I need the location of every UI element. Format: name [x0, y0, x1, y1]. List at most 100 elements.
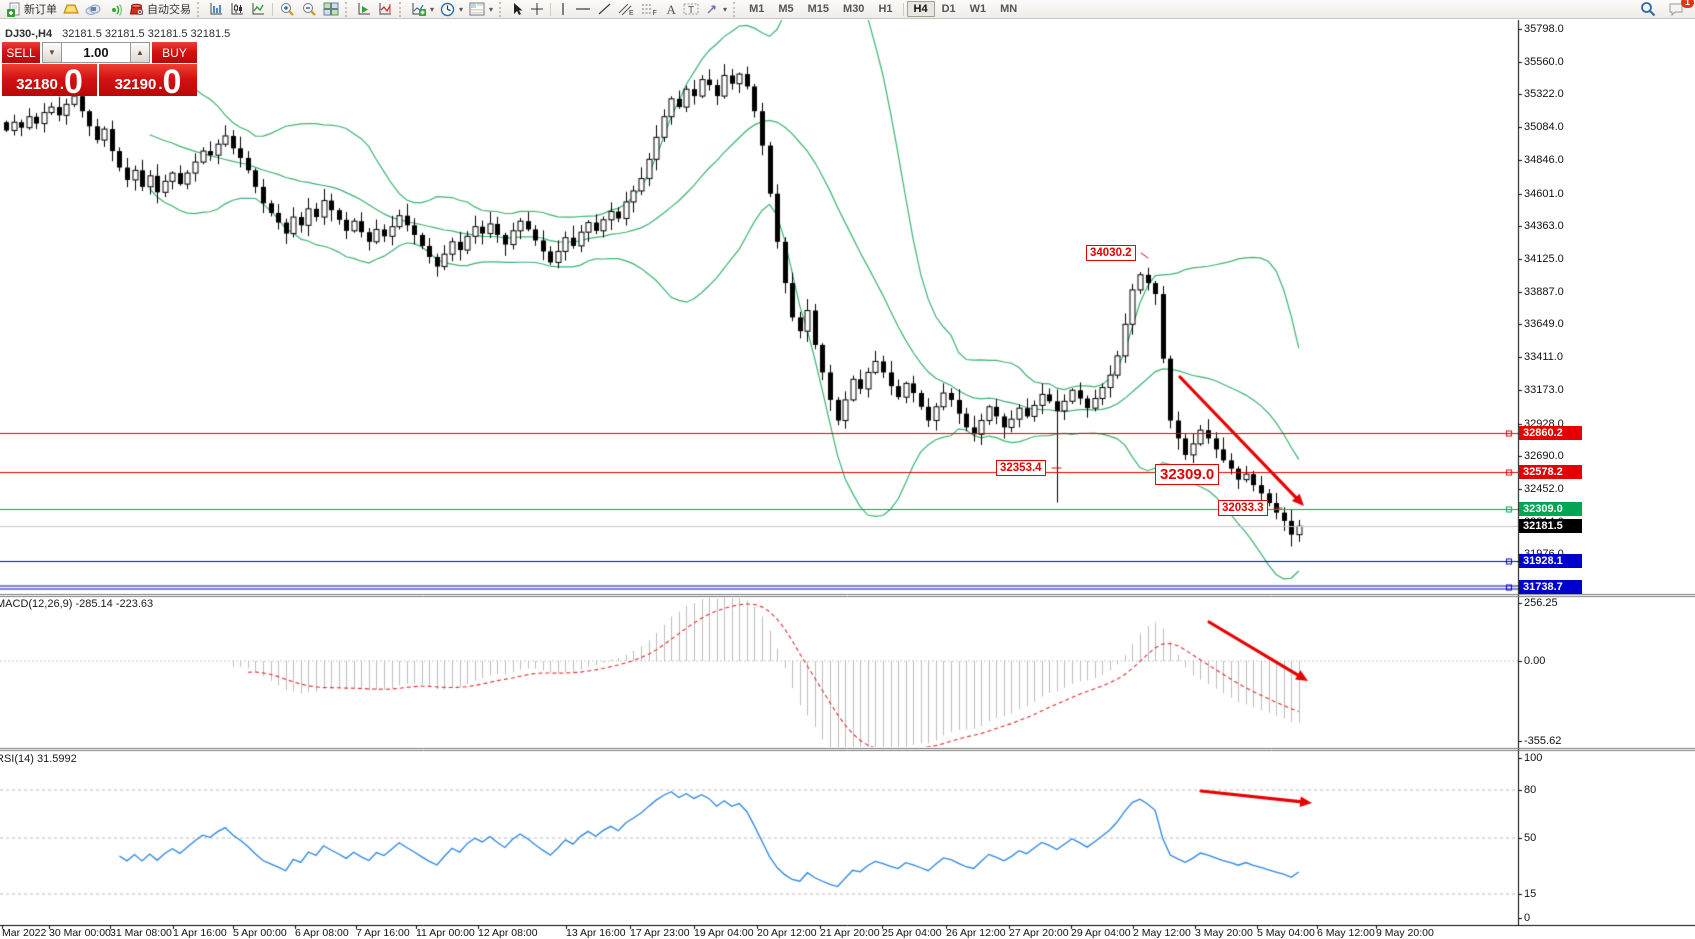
price-annotation[interactable]: 32033.3 — [1218, 500, 1268, 516]
tab-timeframe-m5[interactable]: M5 — [778, 3, 794, 15]
zoom-in-icon — [281, 2, 294, 16]
price-tick-label: 34846.0 — [1524, 153, 1564, 166]
equidistant-channel-tool-button[interactable]: E — [615, 1, 638, 18]
new-order-button[interactable]: 新订单 — [3, 1, 60, 18]
tab-timeframe-w1[interactable]: W1 — [969, 3, 987, 15]
indicators-button[interactable]: ▾ — [408, 1, 437, 18]
deposit-button[interactable] — [60, 1, 82, 18]
trendline-icon — [598, 3, 611, 15]
sell-price-display[interactable]: 32180. 0 — [2, 64, 97, 96]
tab-timeframe-h1[interactable]: H1 — [878, 3, 893, 15]
cloud-icon — [85, 4, 101, 15]
time-axis-label: 20 Apr 12:00 — [757, 927, 817, 939]
buy-price-dot: . — [158, 76, 163, 93]
price-tick-label: 34601.0 — [1524, 187, 1564, 200]
line-chart-mode-button[interactable] — [248, 1, 269, 18]
price-tick-label: 33173.0 — [1524, 383, 1564, 396]
timeframe-switcher: M1 M5 M15 M30 H1 H4 D1 W1 MN — [742, 1, 1024, 17]
tab-timeframe-h4[interactable]: H4 — [906, 1, 935, 17]
toolbar-grip — [499, 1, 505, 17]
volume-increase-button[interactable]: ▲ — [130, 42, 150, 63]
candlestick-chart-icon — [231, 3, 243, 15]
macd-indicator-label: MACD(12,26,9) -285.14 -223.63 — [0, 598, 154, 610]
signal-icon — [112, 4, 122, 16]
time-axis-label: 29 Apr 04:00 — [1071, 927, 1131, 939]
volume-decrease-button[interactable]: ▼ — [42, 42, 62, 63]
tile-windows-button[interactable] — [320, 1, 342, 18]
symbol-period-label: DJ30-,H4 — [5, 28, 53, 40]
notifications-button[interactable]: 1 — [1665, 0, 1694, 18]
price-line-label: 31928.1 — [1519, 554, 1582, 569]
new-order-icon — [7, 2, 20, 17]
volume-value[interactable]: 1.00 — [62, 42, 130, 63]
auto-trading-button[interactable]: 自动交易 — [126, 1, 194, 18]
profile-button[interactable] — [82, 1, 104, 18]
chart-play-icon — [358, 3, 370, 15]
toolbar-separator — [272, 2, 273, 16]
tab-timeframe-m15[interactable]: M15 — [807, 3, 830, 15]
buy-button[interactable]: BUY — [152, 42, 197, 63]
tab-timeframe-m30[interactable]: M30 — [843, 3, 865, 15]
price-tick-label: 33887.0 — [1524, 285, 1564, 298]
price-tick-label: 34363.0 — [1524, 220, 1564, 233]
macd-tick-label: -355.62 — [1524, 735, 1562, 748]
zoom-in-button[interactable] — [276, 1, 298, 18]
time-axis-label: 5 May 04:00 — [1257, 927, 1315, 939]
price-tick-label: 35322.0 — [1524, 88, 1564, 101]
cursor-icon — [514, 3, 523, 15]
buy-price-display[interactable]: 32190. 0 — [99, 64, 197, 96]
strategy-test-button[interactable] — [354, 1, 375, 18]
toolbar-right: 1 — [1637, 0, 1694, 18]
tile-windows-icon — [323, 2, 339, 16]
toolbar-grip — [399, 1, 405, 17]
toolbar: 新订单 自动交易 ▾ ▾ — [0, 0, 1695, 19]
zoom-out-button[interactable] — [298, 1, 320, 18]
search-button[interactable] — [1637, 1, 1659, 18]
auto-trading-label: 自动交易 — [147, 4, 191, 16]
text-tool-button[interactable]: A — [661, 1, 680, 18]
bar-chart-mode-button[interactable] — [206, 1, 227, 18]
signals-button[interactable] — [104, 1, 126, 18]
template-icon — [469, 2, 485, 16]
toolbar-grip — [197, 1, 203, 17]
svg-text:F: F — [653, 10, 657, 16]
dropdown-caret-icon: ▾ — [723, 4, 728, 14]
time-axis-label: 26 Apr 12:00 — [946, 927, 1006, 939]
trendline-tool-button[interactable] — [594, 1, 615, 18]
arrows-tool-button[interactable]: ▾ — [702, 1, 730, 18]
text-label-tool-button[interactable]: T — [680, 1, 702, 18]
price-annotation[interactable]: 32309.0 — [1155, 464, 1220, 485]
spinner-up-icon: ▲ — [136, 48, 144, 57]
time-axis-label: 6 Apr 08:00 — [295, 927, 349, 939]
toolbar-grip — [345, 1, 351, 17]
vertical-line-tool-button[interactable] — [554, 1, 572, 18]
macd-tick-label: 256.25 — [1524, 597, 1558, 610]
search-icon — [1641, 2, 1656, 17]
candle-chart-mode-button[interactable] — [227, 1, 248, 18]
price-annotation[interactable]: 32353.4 — [996, 460, 1046, 476]
price-annotation[interactable]: 34030.2 — [1086, 245, 1136, 261]
tab-timeframe-m1[interactable]: M1 — [749, 3, 765, 15]
new-order-label: 新订单 — [24, 4, 57, 16]
tab-timeframe-d1[interactable]: D1 — [941, 3, 956, 15]
horizontal-line-tool-button[interactable] — [572, 1, 594, 18]
sell-button[interactable]: SELL — [2, 42, 40, 63]
chart-shift-button[interactable] — [375, 1, 396, 18]
tab-timeframe-mn[interactable]: MN — [1000, 3, 1018, 15]
volume-stepper: ▼ 1.00 ▲ — [42, 42, 150, 63]
price-line-label: 32578.2 — [1519, 464, 1582, 479]
text-label-icon: T — [683, 3, 699, 16]
time-axis-label: 7 Apr 16:00 — [356, 927, 410, 939]
periods-button[interactable]: ▾ — [437, 1, 466, 18]
price-tick-label: 35560.0 — [1524, 55, 1564, 68]
notification-badge: 1 — [1680, 0, 1694, 8]
buy-price-main: 32190 — [114, 76, 157, 93]
gold-bar-icon — [63, 4, 79, 14]
fibonacci-tool-button[interactable]: F — [638, 1, 661, 18]
crosshair-tool-button[interactable] — [527, 1, 547, 18]
cursor-tool-button[interactable] — [508, 1, 527, 18]
templates-button[interactable]: ▾ — [466, 1, 496, 18]
macd-tick-label: 0.00 — [1524, 655, 1546, 667]
bar-chart-icon — [210, 3, 222, 15]
